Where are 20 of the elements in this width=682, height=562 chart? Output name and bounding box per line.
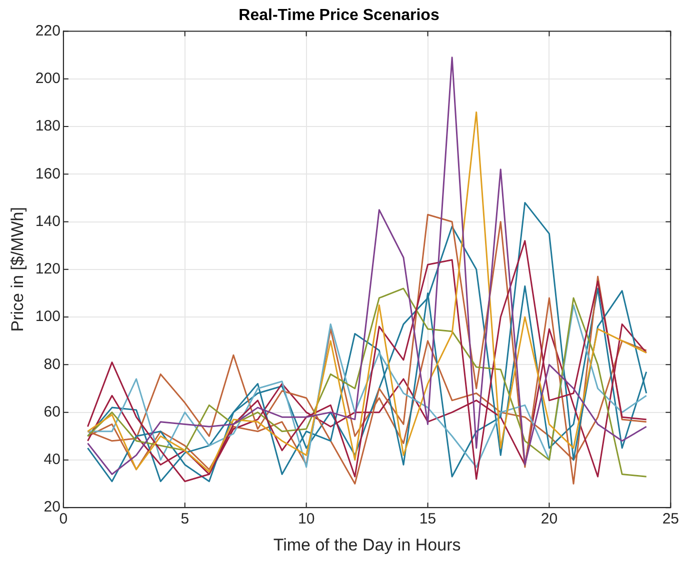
y-tick-label: 40: [44, 451, 60, 468]
x-axis-title: Time of the Day in Hours: [273, 535, 461, 554]
y-tick-label: 200: [35, 70, 60, 87]
x-tick-label: 5: [180, 510, 190, 528]
y-tick-label: 120: [35, 260, 60, 278]
y-tick-label: 60: [44, 403, 60, 420]
x-tick-label: 10: [298, 510, 315, 528]
x-tick-label: 0: [59, 510, 68, 528]
y-tick-label: 100: [35, 308, 60, 326]
x-tick-label: 20: [540, 510, 558, 528]
x-tick-label: 15: [419, 510, 436, 528]
y-tick-label: 20: [44, 498, 60, 516]
x-tick-label: 25: [662, 510, 679, 528]
chart-title: Real-Time Price Scenarios: [238, 7, 440, 24]
y-tick-label: 80: [44, 356, 60, 373]
y-tick-label: 220: [35, 22, 60, 40]
y-tick-label: 140: [35, 212, 60, 230]
y-axis-title: Price in [$/MWh]: [8, 207, 27, 332]
y-tick-label: 160: [35, 165, 60, 182]
y-tick-label: 180: [35, 118, 60, 135]
